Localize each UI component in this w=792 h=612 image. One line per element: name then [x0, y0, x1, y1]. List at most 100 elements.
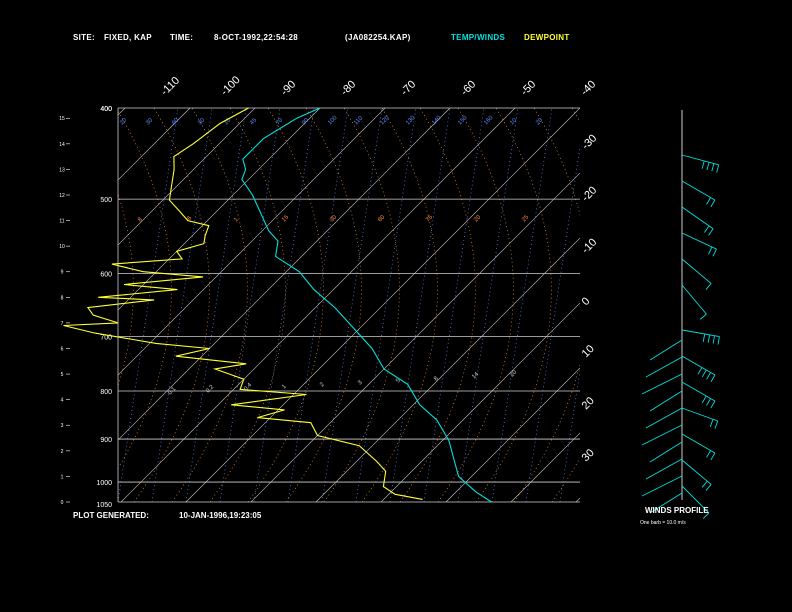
mixing-lower-label: 0.1 — [167, 386, 178, 397]
mixing-ratio-label: 110 — [353, 115, 364, 126]
dry-adiabat-line — [628, 108, 703, 502]
adiabat-label: 8 — [137, 216, 144, 223]
plot-generated-label: PLOT GENERATED: — [73, 511, 149, 520]
wind-barb-upper-feather — [708, 228, 714, 236]
height-tick-label: 8 — [61, 295, 64, 301]
wind-barb-lower-feather — [717, 336, 720, 345]
isotherm-line — [641, 108, 792, 502]
mixing-ratio-label: 70 — [275, 117, 284, 126]
mixing-ratio-label: 160 — [483, 115, 495, 127]
pressure-tick-label: 400 — [100, 106, 112, 113]
isotherm-line — [706, 108, 792, 502]
mixing-ratio-line — [321, 108, 383, 502]
dry-adiabat-line — [118, 110, 172, 469]
height-tick-label: 12 — [59, 193, 65, 199]
wind-barb-upper-feather — [705, 283, 712, 290]
wind-barb-lower — [681, 433, 716, 454]
wind-barb-upper-feather — [711, 163, 715, 172]
isotherm-top-label: -70 — [399, 78, 419, 98]
mixing-ratio-line — [525, 145, 580, 502]
isotherm-top-label: -90 — [279, 78, 299, 98]
isotherm-line — [315, 237, 580, 502]
plot-area — [0, 108, 792, 502]
mixing-ratio-label: 100 — [327, 115, 339, 127]
mixing-ratio-label: 30 — [145, 117, 154, 126]
mixing-ratio-label: 45 — [249, 117, 258, 126]
wind-barb-upper-feather — [700, 313, 707, 320]
height-tick-label: 3 — [61, 423, 64, 429]
mixing-ratio-line — [355, 108, 417, 502]
dry-adiabat-line — [171, 108, 248, 502]
wind-barb-upper — [681, 154, 719, 166]
wind-barb-lower-feather — [710, 400, 716, 409]
wind-barb-lower-feather — [712, 335, 715, 344]
isotherm-line — [118, 108, 386, 376]
wind-barb-lower-line — [649, 339, 683, 361]
mixing-lower-label: 0.4 — [243, 382, 254, 393]
wind-barb-lower — [681, 485, 710, 514]
mixing-ratio-label: 140 — [431, 115, 443, 127]
isotherm-line — [118, 108, 321, 311]
pressure-tick-label: 1050 — [96, 502, 112, 509]
isotherm-top-label: -80 — [339, 78, 359, 98]
wind-barb-upper — [681, 206, 714, 230]
isotherm-line — [185, 108, 580, 502]
winds-profile-note: One barb = 10.0 m/s — [640, 520, 686, 526]
pressure-tick-label: 500 — [100, 197, 112, 204]
wind-barb-lower-feather — [701, 480, 708, 488]
wind-barb-upper-feather — [706, 197, 711, 205]
wind-barb-upper-feather — [710, 199, 716, 208]
isotherm-line — [0, 108, 60, 502]
mixing-ratio-line — [219, 108, 281, 502]
dry-adiabat-line — [209, 108, 286, 502]
mixing-lower-label: 0.2 — [205, 384, 216, 395]
adiabat-label: 25 — [521, 214, 530, 223]
mixing-ratio-label: 120 — [379, 115, 391, 127]
wind-barb-lower-feather — [701, 369, 707, 378]
dewpoint-legend: DEWPOINT — [524, 33, 570, 42]
wind-barb-lower-feather — [710, 374, 716, 383]
mixing-lower-label: 14 — [471, 371, 480, 380]
dewpoint-line — [63, 107, 423, 500]
adiabat-label: 15 — [281, 214, 290, 223]
isotherm-line — [250, 172, 580, 502]
pressure-tick-label: 900 — [100, 437, 112, 444]
wind-barb-lower-feather — [706, 398, 711, 406]
wind-barb-lower-line — [649, 390, 683, 412]
temperature-line — [241, 107, 492, 503]
isotherm-right-label: -10 — [580, 236, 600, 256]
time-label: TIME: — [170, 33, 194, 42]
height-tick-label: 14 — [59, 142, 65, 148]
file-value: (JA082254.KAP) — [345, 33, 411, 42]
isotherm-line — [120, 108, 516, 502]
isotherm-line — [118, 108, 451, 441]
mixing-ratio-line — [457, 108, 519, 502]
wind-barb-lower — [681, 355, 716, 376]
mixing-ratio-line — [151, 108, 213, 502]
mixing-lower-label: 8 — [433, 375, 440, 382]
isotherm-right-label: -20 — [580, 184, 600, 204]
mixing-lower-label: 20 — [509, 369, 518, 378]
dry-adiabat-line — [437, 108, 514, 502]
height-tick-label: 7 — [61, 321, 64, 327]
dry-adiabat-line — [590, 108, 665, 502]
mixing-ratio-label: 20 — [119, 117, 128, 126]
height-tick-label: 2 — [61, 449, 64, 455]
isotherm-top-label: -50 — [519, 78, 539, 98]
wind-barb-upper-feather — [704, 225, 710, 233]
dry-adiabat-line — [513, 108, 580, 502]
site-label: SITE: — [73, 33, 95, 42]
dry-adiabat-line — [361, 108, 438, 502]
height-tick-label: 9 — [61, 270, 64, 276]
isotherm-top-label: -110 — [159, 75, 182, 98]
mixing-ratio-line — [118, 108, 179, 502]
height-tick-label: 6 — [61, 346, 64, 352]
temp-winds-legend: TEMP/WINDS — [451, 33, 506, 42]
dry-adiabat-line — [323, 108, 400, 502]
wind-barb-upper-feather — [716, 164, 720, 173]
wind-barb-lower-line — [645, 356, 683, 378]
wind-barb-lower-line — [649, 441, 683, 463]
mixing-ratio-label: 10 — [509, 117, 518, 126]
height-tick-label: 0 — [61, 500, 64, 506]
